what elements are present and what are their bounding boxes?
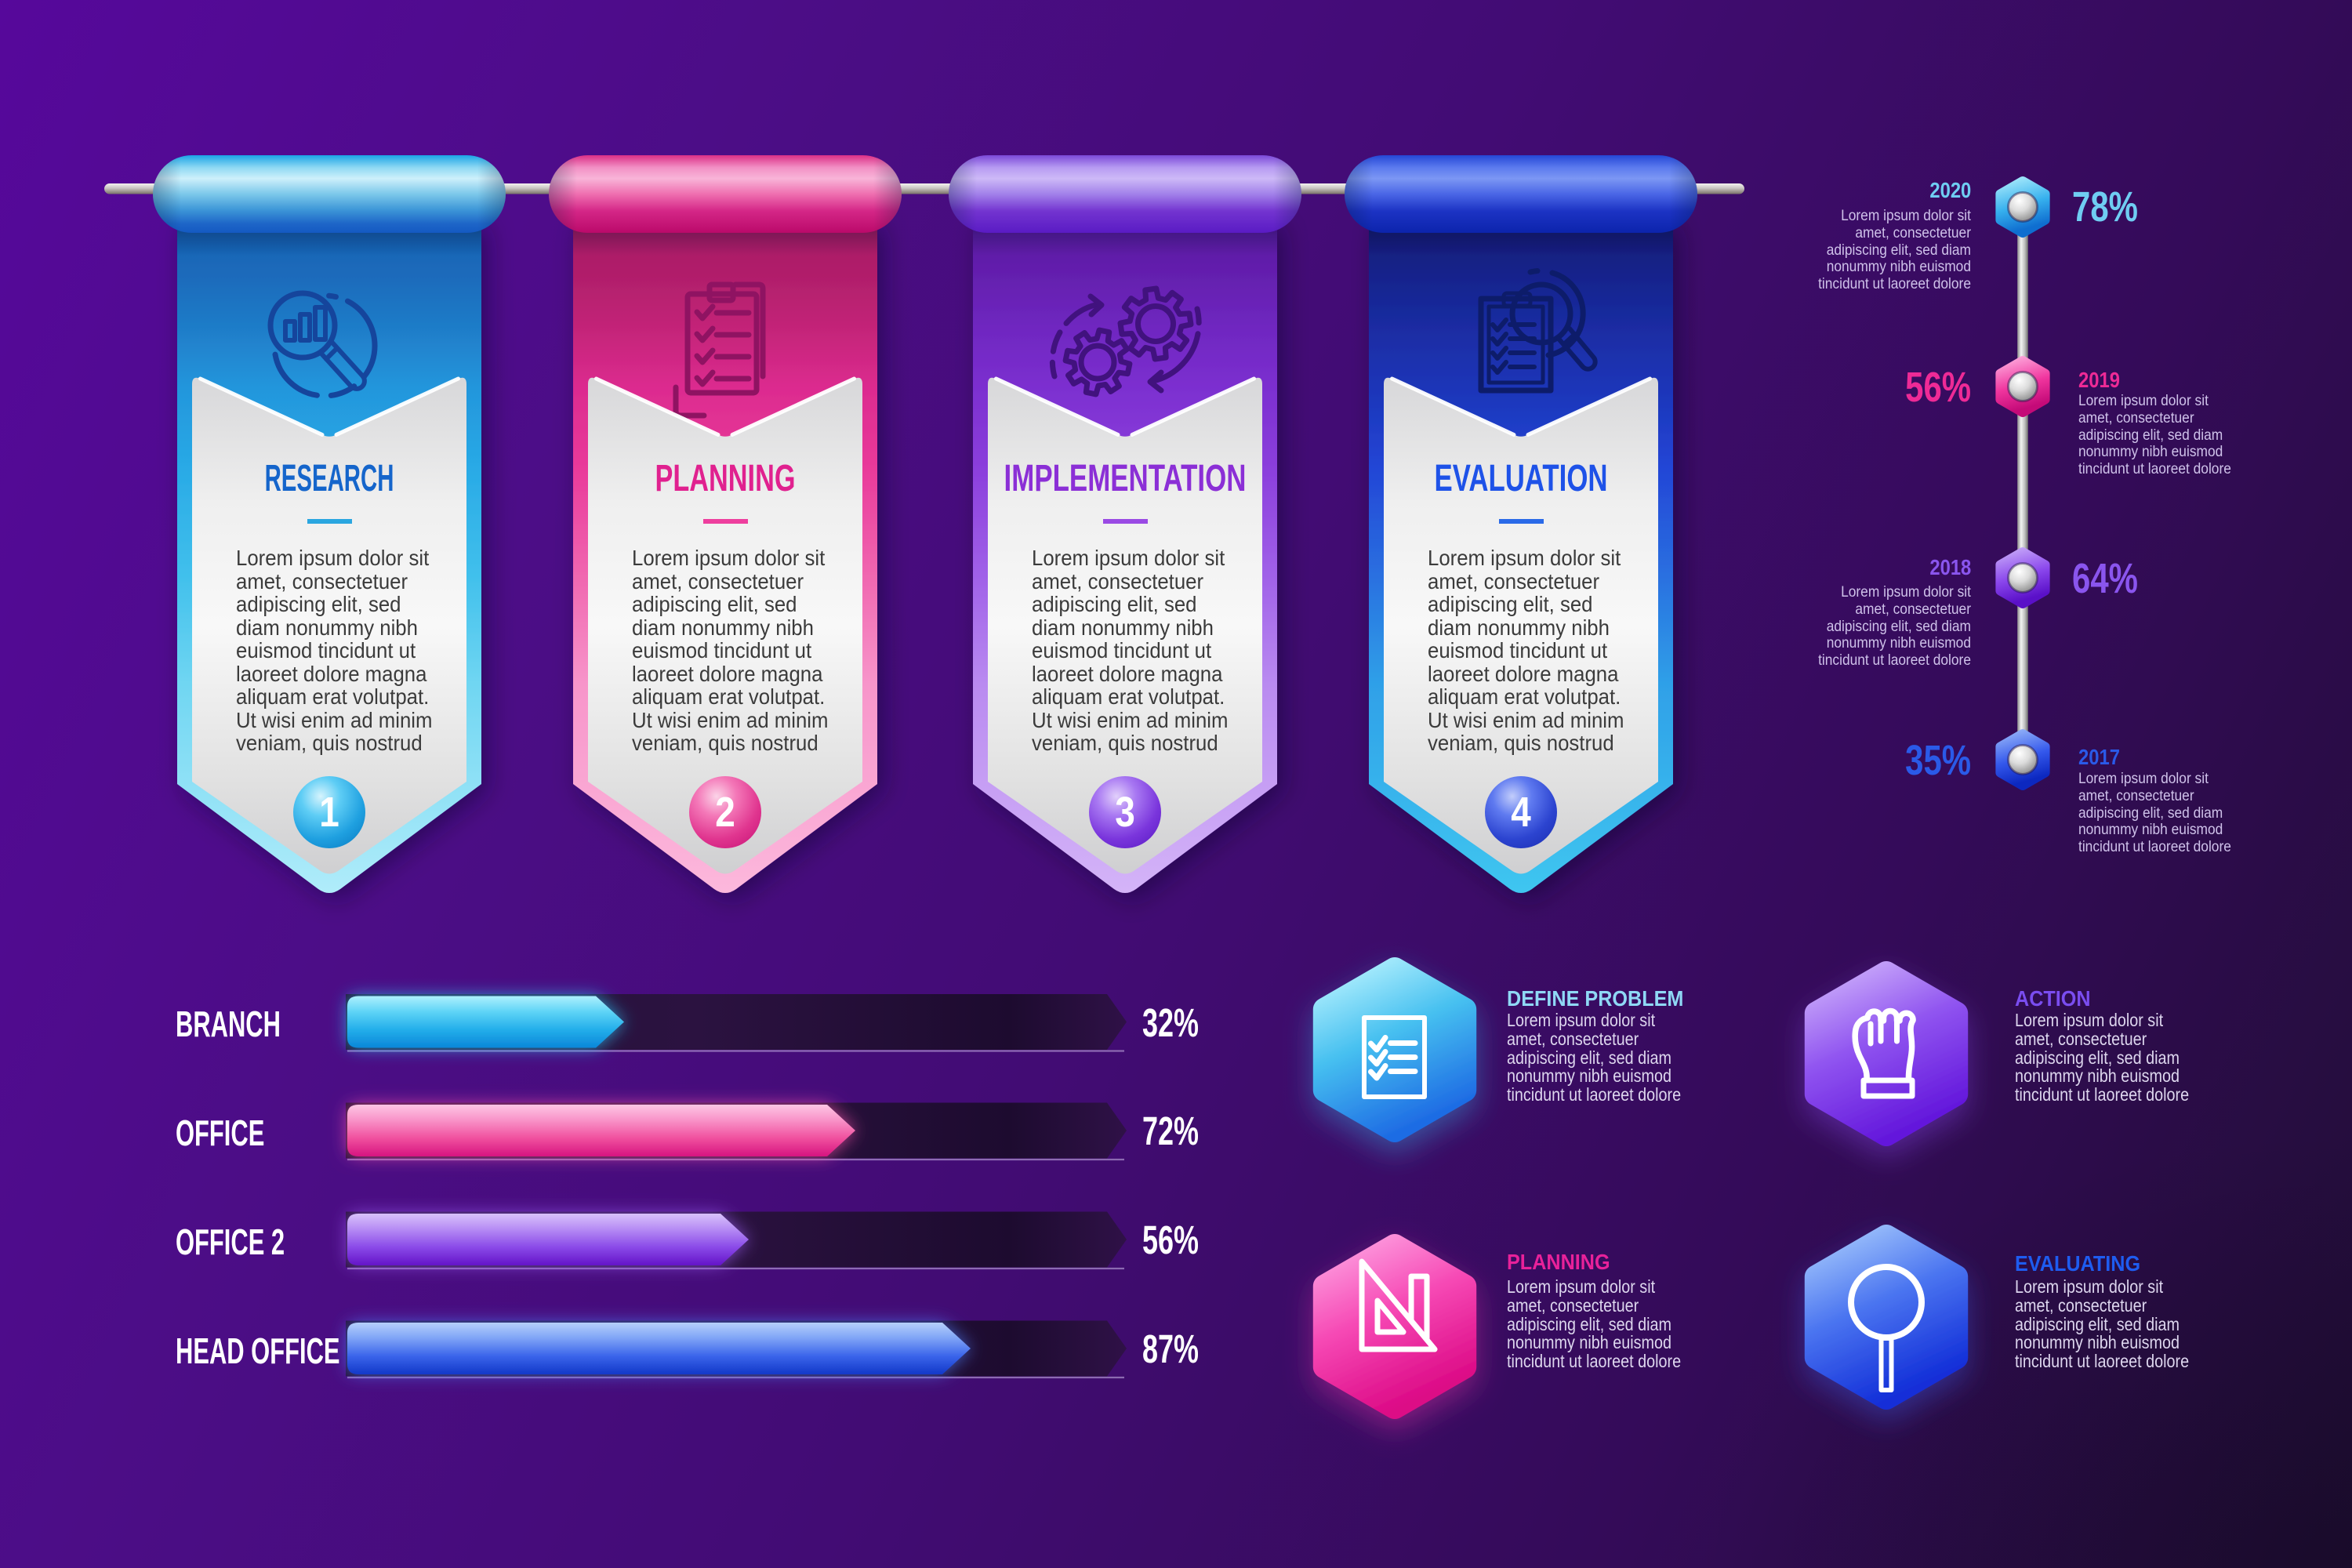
svg-text:3: 3 [1115, 789, 1135, 836]
svg-text:4: 4 [1511, 789, 1531, 836]
svg-text:1: 1 [319, 789, 339, 836]
svg-text:2: 2 [715, 789, 735, 836]
